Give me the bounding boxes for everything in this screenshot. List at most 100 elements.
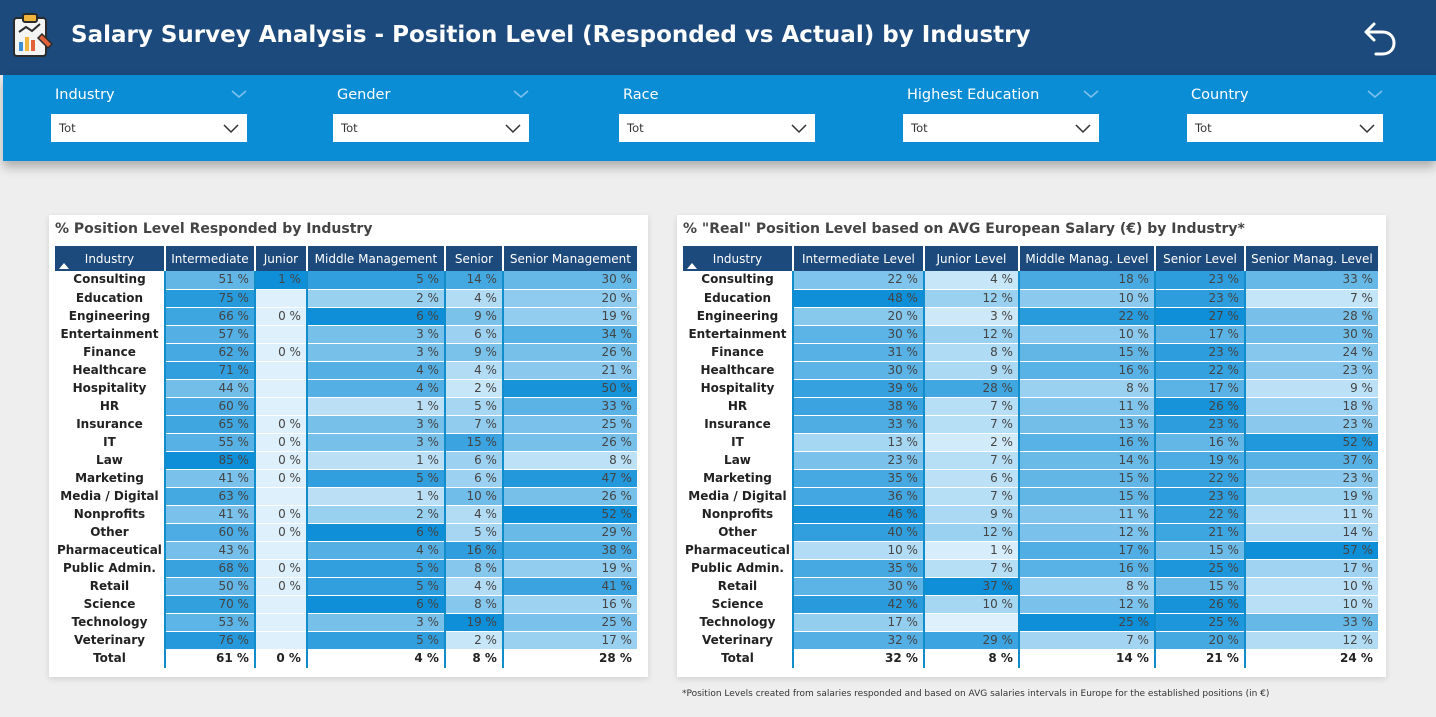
table-row[interactable]: Consulting 22 % 4 % 18 % 23 % 33 % (683, 271, 1378, 290)
table-row[interactable]: Engineering 66 % 0 % 6 % 9 % 19 % (55, 307, 637, 326)
row-label: Technology (55, 613, 165, 632)
column-header[interactable]: Senior (443, 246, 503, 271)
matrix-cell: 4 % (305, 379, 445, 398)
matrix-cell: 1 % (922, 541, 1019, 560)
country-dropdown[interactable]: Tot (1187, 114, 1383, 142)
matrix-cell (253, 379, 307, 398)
table-row[interactable]: IT 13 % 2 % 16 % 16 % 52 % (683, 433, 1378, 452)
table-row[interactable]: Insurance 33 % 7 % 13 % 23 % 23 % (683, 415, 1378, 434)
table-row[interactable]: Healthcare 71 % 4 % 4 % 21 % (55, 361, 637, 380)
matrix-cell: 41 % (163, 505, 255, 524)
matrix-cell: 33 % (791, 415, 924, 434)
matrix-cell: 22 % (1153, 469, 1245, 488)
chevron-down-icon[interactable] (231, 89, 247, 99)
table-row[interactable]: HR 38 % 7 % 11 % 26 % 18 % (683, 397, 1378, 416)
table-row[interactable]: Education 75 % 2 % 4 % 20 % (55, 289, 637, 308)
matrix-cell: 47 % (501, 469, 637, 488)
matrix-cell: 22 % (1153, 505, 1245, 524)
row-label: Law (683, 451, 793, 470)
table-row[interactable]: HR 60 % 1 % 5 % 33 % (55, 397, 637, 416)
back-arrow-icon[interactable] (1360, 16, 1400, 58)
real-level-matrix: Industry Intermediate Level Junior Level Mi… (683, 246, 1378, 668)
column-header[interactable]: Middle Manag. Level (1017, 246, 1155, 271)
table-row[interactable]: Finance 31 % 8 % 15 % 23 % 24 % (683, 343, 1378, 362)
table-row[interactable]: Hospitality 44 % 4 % 2 % 50 % (55, 379, 637, 398)
column-header[interactable]: Junior Level (922, 246, 1019, 271)
matrix-cell: 22 % (1153, 361, 1245, 380)
column-header[interactable]: Senior Management (501, 246, 637, 271)
table-row[interactable]: Media / Digital 63 % 1 % 10 % 26 % (55, 487, 637, 506)
industry-dropdown[interactable]: Tot (51, 114, 247, 142)
matrix-cell: 14 % (1243, 523, 1378, 542)
matrix-cell: 2 % (922, 433, 1019, 452)
column-header-industry[interactable]: Industry (683, 246, 793, 271)
table-row[interactable]: Nonprofits 41 % 0 % 2 % 4 % 52 % (55, 505, 637, 524)
chevron-down-icon[interactable] (1083, 89, 1099, 99)
column-header-label: Middle Manag. Level (1025, 251, 1149, 266)
table-row[interactable]: Science 42 % 10 % 12 % 26 % 10 % (683, 595, 1378, 614)
table-row[interactable]: Law 85 % 0 % 1 % 6 % 8 % (55, 451, 637, 470)
table-row[interactable]: Education 48 % 12 % 10 % 23 % 7 % (683, 289, 1378, 308)
column-header[interactable]: Middle Management (305, 246, 445, 271)
matrix-cell: 63 % (163, 487, 255, 506)
matrix-cell: 34 % (501, 325, 637, 344)
matrix-cell: 1 % (253, 271, 307, 290)
chevron-down-icon (1075, 124, 1091, 134)
matrix-cell: 33 % (1243, 613, 1378, 632)
table-row[interactable]: Consulting 51 % 1 % 5 % 14 % 30 % (55, 271, 637, 290)
table-row[interactable]: Other 60 % 0 % 6 % 5 % 29 % (55, 523, 637, 542)
column-header[interactable]: Junior (253, 246, 307, 271)
table-row[interactable]: Law 23 % 7 % 14 % 19 % 37 % (683, 451, 1378, 470)
table-row[interactable]: Technology 17 % 25 % 25 % 33 % (683, 613, 1378, 632)
chevron-down-icon[interactable] (513, 89, 529, 99)
table-row[interactable]: Healthcare 30 % 9 % 16 % 22 % 23 % (683, 361, 1378, 380)
table-row[interactable]: Pharmaceutical 43 % 4 % 16 % 38 % (55, 541, 637, 560)
table-row[interactable]: Pharmaceutical 10 % 1 % 17 % 15 % 57 % (683, 541, 1378, 560)
sort-ascending-icon[interactable] (687, 263, 697, 269)
table-row[interactable]: Other 40 % 12 % 12 % 21 % 14 % (683, 523, 1378, 542)
matrix-cell: 7 % (1017, 631, 1155, 650)
table-row[interactable]: Veterinary 76 % 5 % 2 % 17 % (55, 631, 637, 650)
table-row[interactable]: Retail 50 % 0 % 5 % 4 % 41 % (55, 577, 637, 596)
education-dropdown[interactable]: Tot (903, 114, 1099, 142)
table-row[interactable]: Engineering 20 % 3 % 22 % 27 % 28 % (683, 307, 1378, 326)
row-label: Law (55, 451, 165, 470)
row-label: Other (683, 523, 793, 542)
column-header-industry[interactable]: Industry (55, 246, 165, 271)
matrix-cell: 13 % (1017, 415, 1155, 434)
matrix-cell: 60 % (163, 523, 255, 542)
matrix-cell: 4 % (443, 577, 503, 596)
row-label: Education (55, 289, 165, 308)
table-row[interactable]: Public Admin. 68 % 0 % 5 % 8 % 19 % (55, 559, 637, 578)
table-row[interactable]: Marketing 35 % 6 % 15 % 22 % 23 % (683, 469, 1378, 488)
chevron-down-icon[interactable] (1367, 89, 1383, 99)
column-header[interactable]: Senior Manag. Level (1243, 246, 1378, 271)
table-row[interactable]: Technology 53 % 3 % 19 % 25 % (55, 613, 637, 632)
table-row[interactable]: Public Admin. 35 % 7 % 16 % 25 % 17 % (683, 559, 1378, 578)
sort-ascending-icon[interactable] (59, 263, 69, 269)
gender-dropdown[interactable]: Tot (333, 114, 529, 142)
table-row[interactable]: Marketing 41 % 0 % 5 % 6 % 47 % (55, 469, 637, 488)
table-row[interactable]: Entertainment 30 % 12 % 10 % 17 % 30 % (683, 325, 1378, 344)
matrix-cell: 32 % (791, 631, 924, 650)
table-row[interactable]: Retail 30 % 37 % 8 % 15 % 10 % (683, 577, 1378, 596)
column-header-label: Senior Level (1163, 251, 1237, 266)
table-row[interactable]: IT 55 % 0 % 3 % 15 % 26 % (55, 433, 637, 452)
table-row[interactable]: Science 70 % 6 % 8 % 16 % (55, 595, 637, 614)
race-dropdown[interactable]: Tot (619, 114, 815, 142)
row-label: Pharmaceutical (683, 541, 793, 560)
column-header[interactable]: Intermediate Level (791, 246, 924, 271)
table-row[interactable]: Nonprofits 46 % 9 % 11 % 22 % 11 % (683, 505, 1378, 524)
matrix-cell (253, 613, 307, 632)
table-row[interactable]: Finance 62 % 0 % 3 % 9 % 26 % (55, 343, 637, 362)
column-header[interactable]: Senior Level (1153, 246, 1245, 271)
table-row[interactable]: Media / Digital 36 % 7 % 15 % 23 % 19 % (683, 487, 1378, 506)
table-row[interactable]: Entertainment 57 % 3 % 6 % 34 % (55, 325, 637, 344)
table-row[interactable]: Insurance 65 % 0 % 3 % 7 % 25 % (55, 415, 637, 434)
matrix-cell: 4 % (443, 361, 503, 380)
matrix-cell: 0 % (253, 433, 307, 452)
report-header: Salary Survey Analysis - Position Level … (0, 0, 1436, 75)
column-header[interactable]: Intermediate (163, 246, 255, 271)
table-row[interactable]: Veterinary 32 % 29 % 7 % 20 % 12 % (683, 631, 1378, 650)
table-row[interactable]: Hospitality 39 % 28 % 8 % 17 % 9 % (683, 379, 1378, 398)
